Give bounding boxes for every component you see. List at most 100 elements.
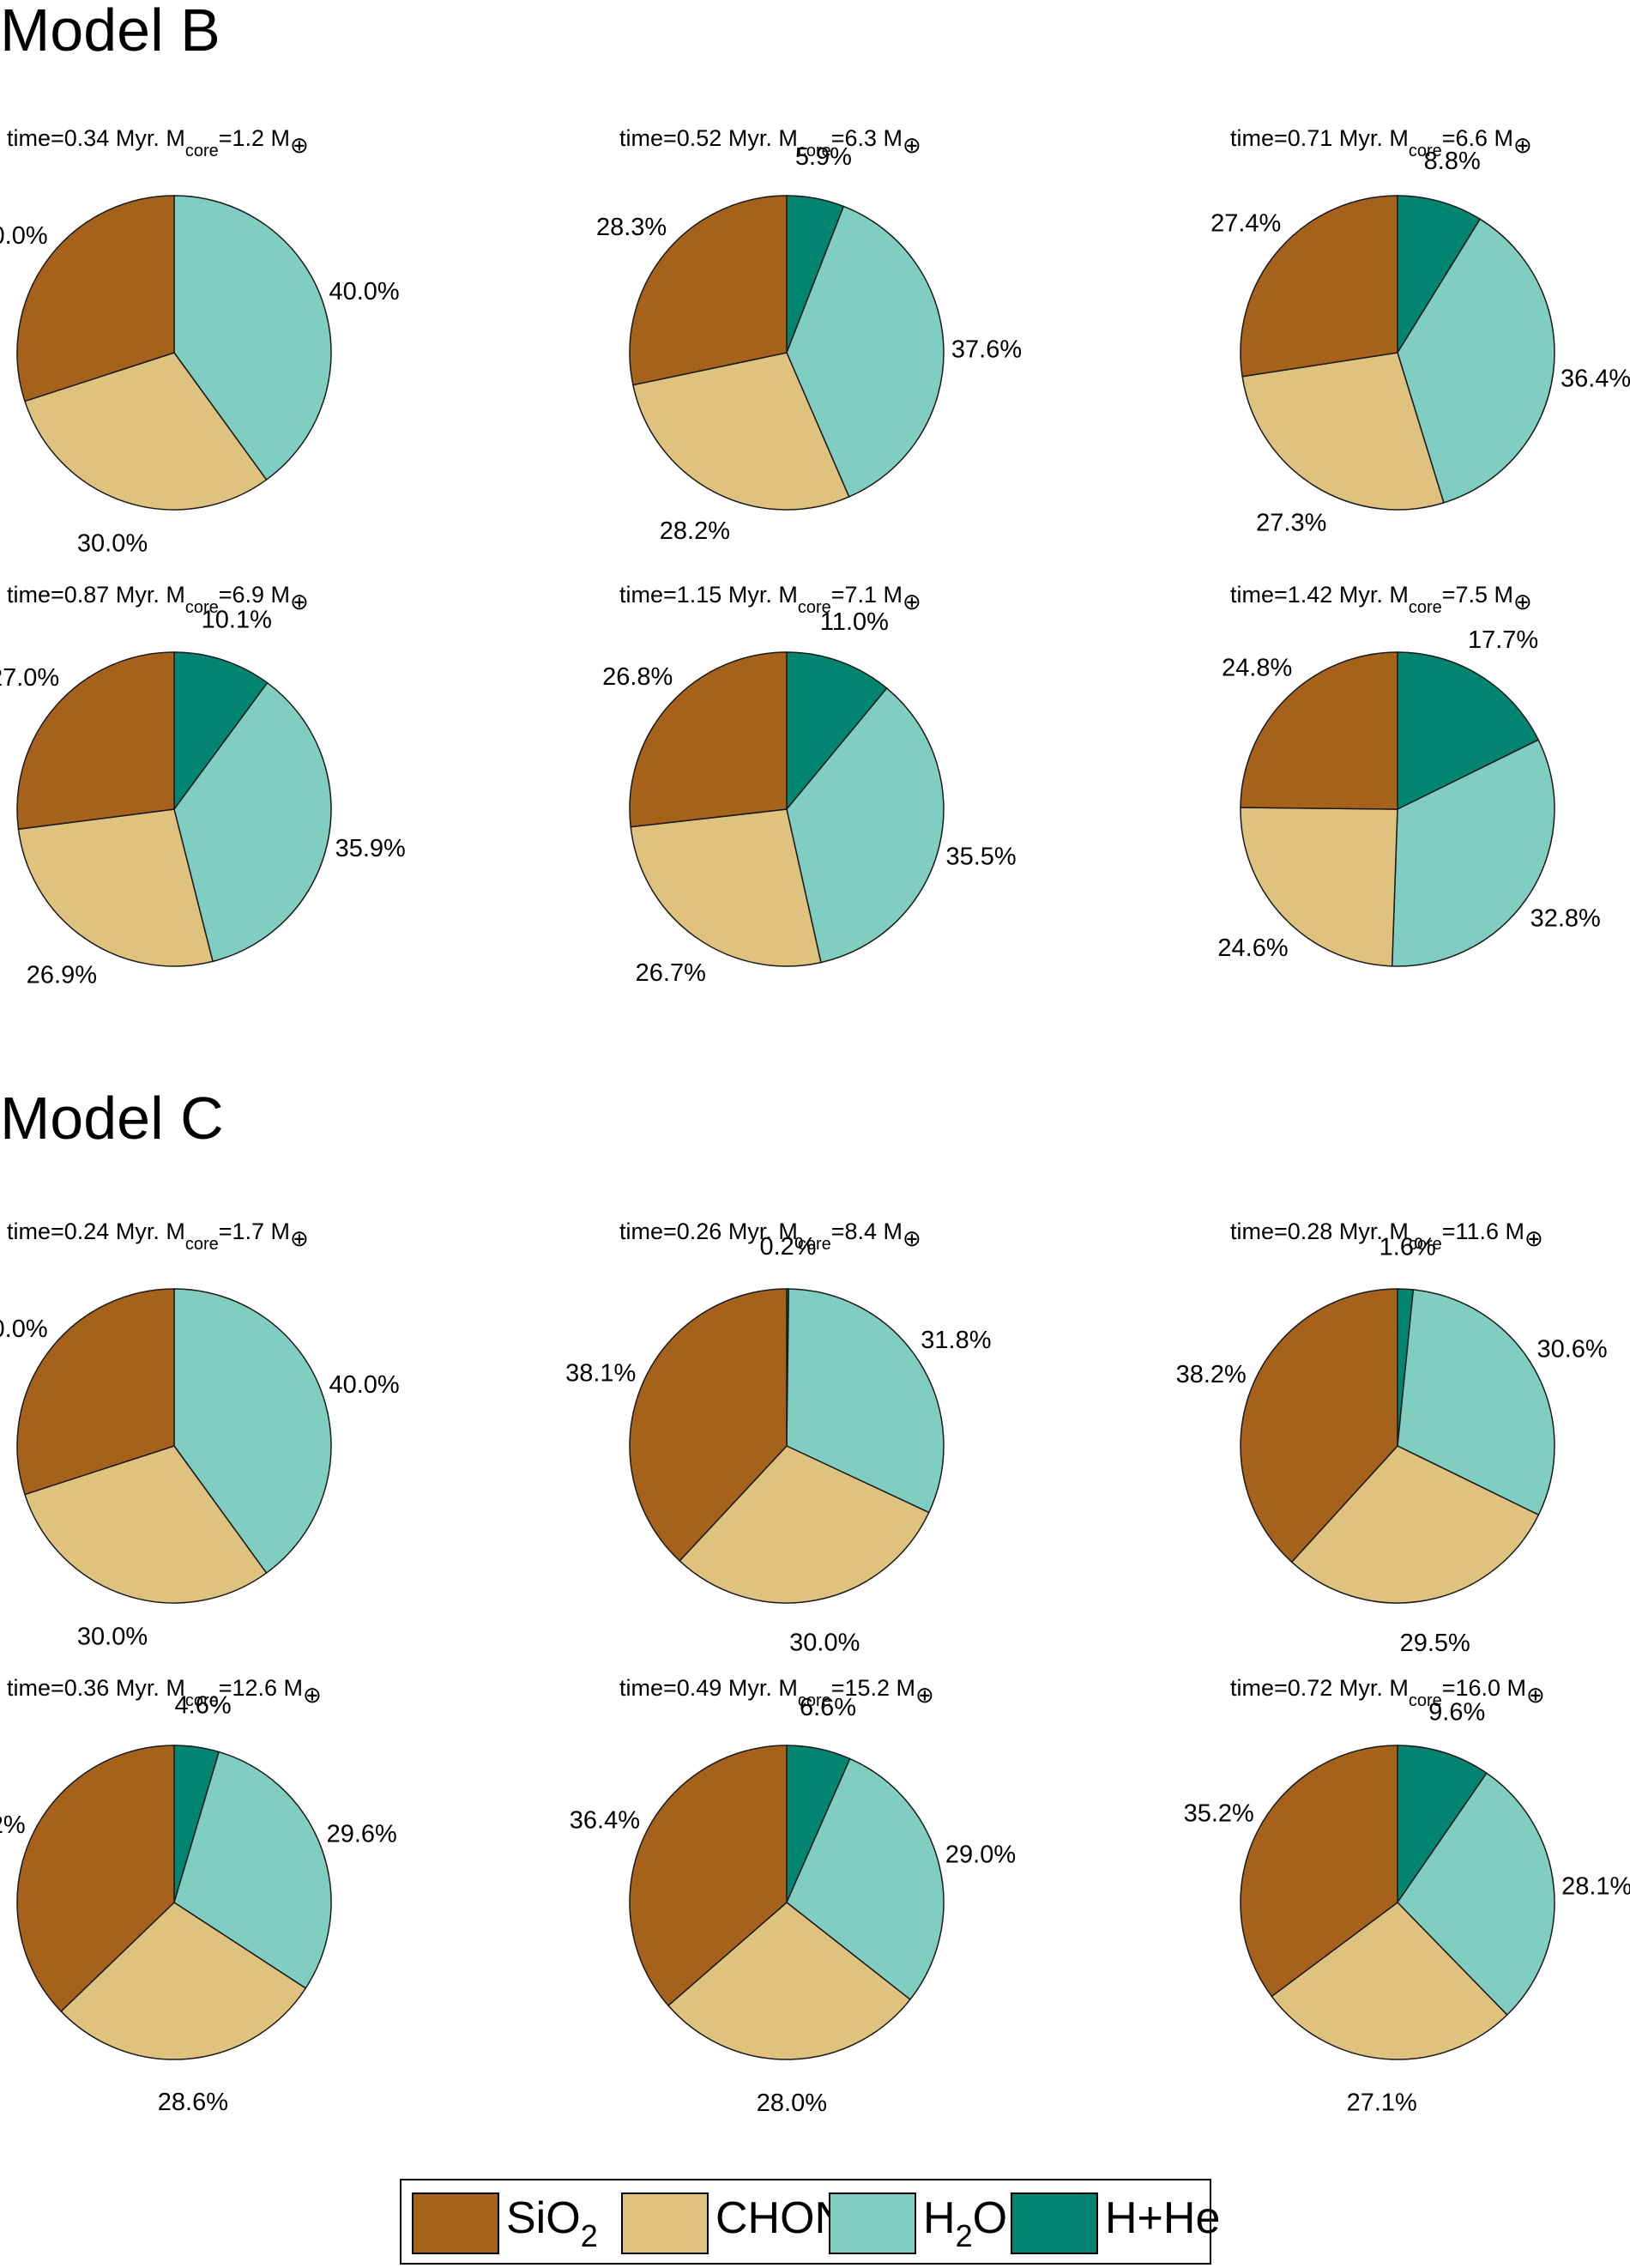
pie-slice-h2o: [1397, 218, 1555, 504]
mass-text: =1.2 M: [218, 125, 291, 151]
pie-slice-label: 4.6%: [175, 1691, 232, 1719]
pie-slice-sio2: [629, 1288, 788, 1562]
pie-slice-h2o: [786, 686, 945, 964]
legend-swatch-chon: [621, 2192, 709, 2254]
core-subscript: core: [184, 1235, 219, 1254]
pie-slice-label: 29.0%: [945, 1842, 1016, 1869]
pie-slice-label: 11.0%: [820, 608, 889, 636]
pie-slice-sio2: [1240, 1745, 1398, 1998]
mass-text: =11.6 M: [1441, 1219, 1525, 1244]
pie-slice-h2o: [1391, 739, 1555, 967]
mass-text: =12.6 M: [218, 1675, 304, 1701]
time-text: time=0.71 Myr. M: [1230, 125, 1409, 151]
earth-symbol: ⊕: [903, 590, 921, 615]
pie-chart: 40.0% 30.0% 30.0%: [0, 1288, 400, 1651]
pie-chart: 17.7% 32.8% 24.6% 24.8%: [1217, 626, 1601, 967]
mass-text: =16.0 M: [1441, 1675, 1527, 1701]
pie-chart: 9.6% 28.1% 27.1% 35.2%: [1184, 1699, 1630, 2117]
pie-panel: time=1.15 Myr. Mcore=7.1 M⊕ 11.0% 35.5% 26.…: [602, 582, 1134, 1030]
mass-text: =6.6 M: [1441, 125, 1514, 151]
pie-slice-label: 30.0%: [77, 530, 148, 558]
pie-slice-label: 30.0%: [0, 1315, 48, 1343]
panel-title: time=1.15 Myr. Mcore=7.1 M⊕: [619, 582, 921, 617]
pie-slice-sio2: [629, 195, 788, 386]
legend-label-h2o: H2O: [923, 2193, 1008, 2253]
pie-slice-label: 28.1%: [1561, 1872, 1630, 1900]
panel-title: time=0.71 Myr. Mcore=6.6 M⊕: [1230, 125, 1532, 160]
pie-slice-label: 9.6%: [1428, 1699, 1485, 1727]
mass-text: =6.3 M: [830, 125, 903, 151]
pie-slice-label: 40.0%: [329, 278, 399, 305]
pie-slice-label: 38.1%: [565, 1360, 636, 1388]
pie-slice-label: 26.9%: [27, 962, 97, 989]
pie-slice-label: 28.3%: [596, 214, 667, 241]
pie-panel: time=0.72 Myr. Mcore=16.0 M⊕ 9.6% 28.1% 27.…: [1184, 1675, 1630, 2123]
core-subscript: core: [797, 1691, 831, 1710]
mass-text: =1.7 M: [218, 1219, 291, 1244]
legend-label-hhe: H+He: [1105, 2193, 1221, 2243]
pie-slice-sio2: [629, 1745, 788, 2007]
pie-slice-h2o: [786, 1288, 945, 1514]
pie-slice-label: 24.6%: [1217, 934, 1288, 962]
core-subscript: core: [184, 1691, 219, 1710]
pie-slice-chon: [24, 352, 268, 511]
legend-label-sio2: SiO2: [506, 2193, 598, 2253]
pie-slice-label: 30.0%: [0, 222, 48, 250]
pie-slice-chon: [1241, 352, 1445, 511]
pie-slice-chon: [17, 808, 214, 967]
pie-slice-chon: [667, 1902, 911, 2060]
pie-slice-chon: [632, 352, 850, 511]
legend: SiO2 CHON H2O H+He: [400, 2179, 1220, 2265]
pie-panel: time=0.87 Myr. Mcore=6.9 M⊕ 10.1% 35.9% 26.…: [0, 584, 522, 1030]
panel-title: time=0.36 Myr. Mcore=12.6 M⊕: [7, 1675, 322, 1710]
pie-slice-label: 28.0%: [757, 2090, 827, 2117]
pie-slice-sio2: [16, 1288, 175, 1496]
pie-slice-hhe: [1397, 651, 1540, 811]
legend-swatch-h2o: [829, 2192, 916, 2254]
pie-slice-label: 35.2%: [1184, 1800, 1254, 1828]
pie-panel: time=0.49 Myr. Mcore=15.2 M⊕ 6.6% 29.0% 28.…: [570, 1675, 1134, 2123]
panel-title: time=0.28 Myr. Mcore=11.6 M⊕: [1230, 1219, 1543, 1254]
core-subscript: core: [184, 142, 219, 160]
mass-text: =7.5 M: [1441, 582, 1514, 608]
pie-slice-label: 40.0%: [329, 1371, 399, 1399]
pie-chart: 5.9% 37.6% 28.2% 28.3%: [596, 143, 1022, 545]
pie-slice-label: 29.6%: [327, 1821, 397, 1848]
pie-chart: 0.2% 31.8% 30.0% 38.1%: [565, 1233, 991, 1657]
pie-slice-label: 5.9%: [795, 143, 852, 171]
pie-chart: 1.6% 30.6% 29.5% 38.2%: [1176, 1233, 1608, 1657]
legend-label-chon: CHON: [715, 2193, 848, 2243]
pie-slice-h2o: [786, 205, 945, 498]
pie-slice-sio2: [16, 1745, 175, 2013]
pie-slice-h2o: [173, 681, 332, 963]
pie-chart: 4.6% 29.6% 28.6% 37.2%: [0, 1691, 397, 2116]
pie-slice-label: 36.4%: [1561, 366, 1630, 393]
legend-swatch-hhe: [1011, 2192, 1098, 2254]
pie-slice-label: 30.6%: [1536, 1336, 1607, 1364]
pie-slice-label: 27.4%: [1210, 209, 1281, 237]
core-subscript: core: [1408, 142, 1442, 160]
pie-slice-label: 17.7%: [1468, 626, 1538, 654]
pie-slice-label: 0.2%: [759, 1233, 816, 1261]
earth-symbol: ⊕: [903, 133, 921, 159]
time-text: time=0.49 Myr. M: [619, 1675, 798, 1701]
pie-slice-h2o: [173, 195, 332, 481]
pie-slice-label: 29.5%: [1400, 1630, 1470, 1657]
pie-slice-chon: [630, 808, 822, 967]
pie-slice-label: 38.2%: [1176, 1361, 1247, 1388]
pie-slice-h2o: [786, 1757, 945, 2001]
pie-slice-chon: [1290, 1445, 1540, 1604]
pie-slice-hhe: [173, 651, 269, 812]
pie-slice-label: 6.6%: [800, 1694, 856, 1721]
pie-slice-label: 37.2%: [0, 1811, 26, 1839]
mass-text: =7.1 M: [830, 582, 903, 608]
earth-symbol: ⊕: [1524, 1226, 1543, 1252]
pie-slice-chon: [1271, 1902, 1508, 2060]
earth-symbol: ⊕: [903, 1226, 921, 1252]
pie-panel: time=0.34 Myr. Mcore=1.2 M⊕ 40.0% 30.0% 30.…: [0, 125, 522, 573]
earth-symbol: ⊕: [290, 1226, 309, 1252]
pie-slice-sio2: [1240, 651, 1398, 810]
pie-slice-h2o: [1397, 1772, 1555, 2017]
pie-slice-label: 35.9%: [335, 835, 406, 862]
time-text: time=0.36 Myr. M: [7, 1675, 185, 1701]
